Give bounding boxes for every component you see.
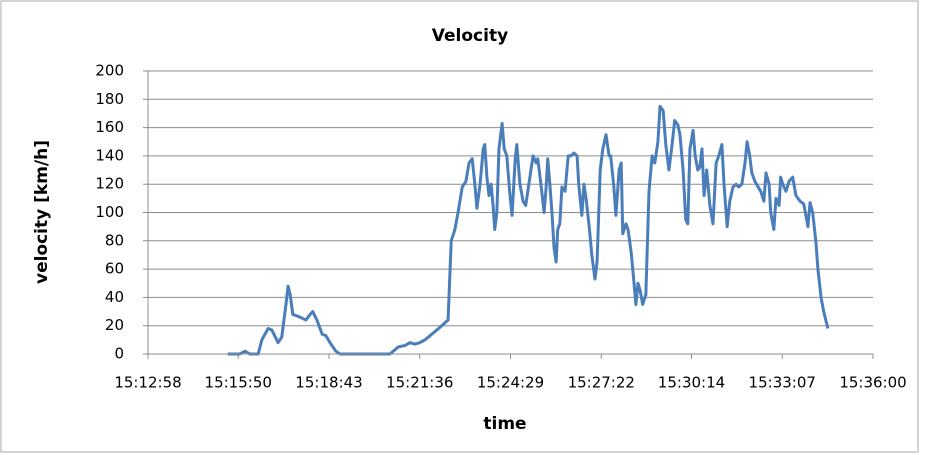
x-tick-label: 15:30:14 (658, 374, 725, 392)
y-tick-label: 160 (95, 118, 124, 136)
x-tick-label: 15:21:36 (386, 374, 453, 392)
y-tick-label: 180 (95, 90, 124, 108)
y-tick-label: 200 (95, 62, 124, 80)
data-line (227, 104, 830, 356)
x-tick-label: 15:24:29 (477, 374, 544, 392)
y-tick-label: 20 (105, 316, 124, 334)
y-tick-label: 60 (105, 260, 124, 278)
y-tick-label: 140 (95, 146, 124, 164)
x-axis-label: time (483, 414, 526, 434)
y-tick-label: 40 (105, 288, 124, 306)
y-tick-label: 100 (95, 203, 124, 221)
y-tick-label: 120 (95, 175, 124, 193)
x-tick-label: 15:33:07 (749, 374, 816, 392)
x-tick-label: 15:12:58 (114, 374, 181, 392)
y-tick-label: 0 (114, 345, 124, 363)
x-tick-label: 15:27:22 (568, 374, 635, 392)
x-tick-label: 15:36:00 (839, 374, 906, 392)
chart-title: Velocity (432, 26, 508, 46)
y-tick-label: 80 (105, 231, 124, 249)
y-axis-label: velocity [km/h] (32, 140, 52, 284)
x-tick-label: 15:18:43 (295, 374, 362, 392)
x-tick-label: 15:15:50 (205, 374, 272, 392)
